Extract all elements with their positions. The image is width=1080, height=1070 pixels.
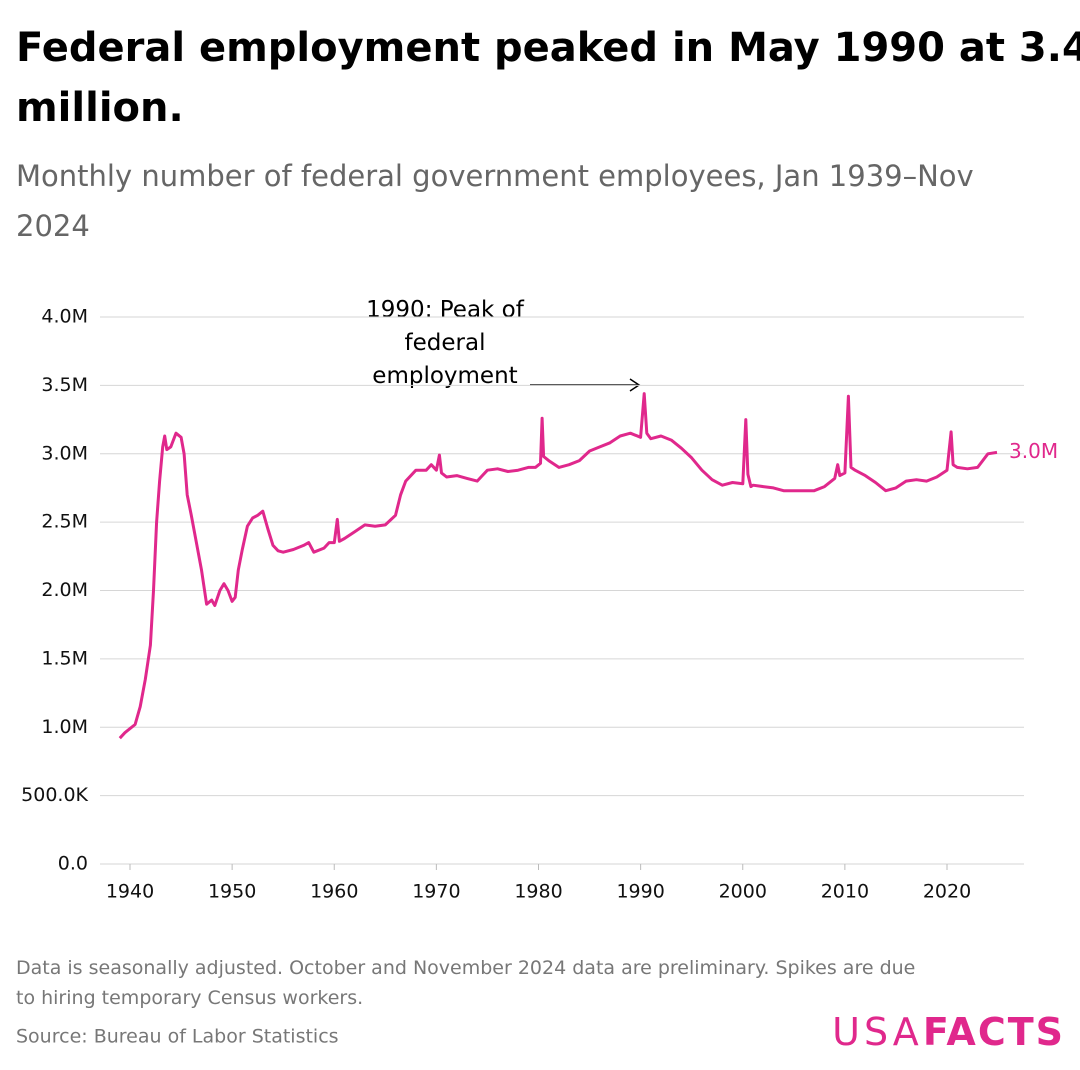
x-tick-label: 1990 <box>616 881 664 903</box>
x-tick-label: 1970 <box>412 881 460 903</box>
x-tick-label: 2000 <box>719 881 767 903</box>
source: Source: Bureau of Labor Statistics <box>16 1026 339 1048</box>
y-tick-label: 2.5M <box>41 511 88 533</box>
chart-subtitle: Monthly number of federal government emp… <box>16 159 974 243</box>
logo: USAFACTS <box>832 1010 1065 1054</box>
x-tick-label: 1950 <box>208 881 256 903</box>
logo-usa: USA <box>832 1010 923 1054</box>
line <box>118 392 998 740</box>
x-tick-label: 1940 <box>106 881 154 903</box>
x-tick-label: 1980 <box>514 881 562 903</box>
y-tick-label: 0.0 <box>58 853 88 875</box>
end-label: 3.0M <box>1009 439 1058 463</box>
y-tick-label: 500.0K <box>21 784 88 806</box>
y-tick-label: 3.0M <box>41 442 88 464</box>
annotation: 1990: Peak of federal employment <box>366 297 525 389</box>
y-tick-label: 2.0M <box>41 579 88 601</box>
x-tick-label: 2010 <box>821 881 869 903</box>
y-tick-label: 3.5M <box>41 374 88 396</box>
logo-facts: FACTS <box>923 1010 1065 1054</box>
y-tick-label: 1.5M <box>41 647 88 669</box>
note: Data is seasonally adjusted. October and… <box>16 957 915 1009</box>
y-tick-label: 1.0M <box>41 716 88 738</box>
chart-title: Federal employment peaked in May 1990 at… <box>16 25 1080 131</box>
x-tick-label: 2020 <box>923 881 971 903</box>
x-tick-label: 1960 <box>310 881 358 903</box>
y-tick-label: 4.0M <box>41 306 88 328</box>
